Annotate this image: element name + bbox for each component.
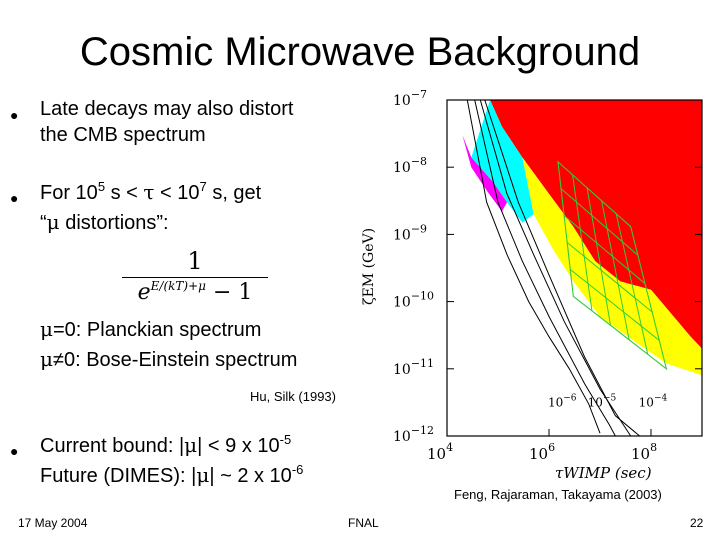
lifetime-curves [466, 99, 641, 437]
y-tick-label: 10−11 [393, 357, 434, 378]
curve-label: 10−5 [588, 393, 617, 409]
curve-annotations: 10−6 10−5 10−4 [548, 393, 668, 409]
region-0 [490, 100, 702, 349]
slide-title: Cosmic Microwave Background [79, 30, 641, 74]
curve-label: 10−4 [639, 393, 668, 409]
grid-line-horizontal [560, 188, 639, 256]
grid-line-vertical [572, 174, 593, 311]
grid-line-horizontal [569, 269, 660, 341]
mu-nonzero-line: μ≠0: Bose-Einstein spectrum [40, 347, 298, 371]
y-axis-ticks: 10−7 10−8 10−9 10−10 10−11 10−12 [393, 90, 702, 445]
x-tick-label: 104 [427, 441, 453, 463]
y-axis-label: ζEM (GeV) [361, 228, 377, 305]
footer-date: 17 May 2004 [18, 516, 88, 530]
bullet-current-bound: ● Current bound: |μ| < 9 x 10-5 Future (… [10, 432, 370, 492]
curve-label: 10−6 [548, 393, 577, 409]
y-tick-label: 10−8 [393, 155, 427, 176]
grid-line-vertical [601, 200, 630, 340]
fraction-bar [122, 277, 268, 278]
footer-page: 22 [690, 516, 704, 530]
x-tick-label: 106 [529, 441, 555, 463]
bullet-line: Future (DIMES): |μ| ~ 2 x 10-6 [40, 462, 304, 487]
curve-1 [474, 99, 616, 437]
footer-venue: FNAL [348, 516, 379, 530]
x-axis-ticks: 104 106 108 [427, 429, 657, 463]
citation-feng: Feng, Rajaraman, Takayama (2003) [454, 487, 662, 502]
bullet-line: For 105 s < τ < 107 s, get [40, 179, 262, 204]
region-2 [471, 100, 534, 223]
grid-line-vertical [586, 187, 612, 326]
grid-line-horizontal [566, 242, 653, 313]
green-grid [557, 160, 668, 371]
mu-cases: μ=0: Planckian spectrum μ≠0: Bose-Einste… [40, 316, 360, 372]
curve-3 [484, 99, 641, 437]
y-tick-label: 10−9 [393, 222, 427, 243]
y-tick-label: 10−12 [393, 424, 434, 445]
cmb-constraint-plot: 10−7 10−8 10−9 10−10 10−11 10−12 104 106 108 10… [361, 90, 703, 482]
y-tick-label: 10−7 [393, 90, 427, 109]
x-tick-label: 108 [631, 441, 657, 463]
citation-hu-silk: Hu, Silk (1993) [250, 389, 336, 404]
bullet-line: Late decays may also distort [40, 98, 294, 120]
bullet-line: Current bound: |μ| < 9 x 10-5 [40, 432, 292, 457]
plot-frame [446, 99, 703, 437]
region-1 [522, 157, 702, 376]
bose-einstein-formula: 1 eE/(kT)+μ − 1 [120, 248, 270, 308]
formula-denominator: eE/(kT)+μ − 1 [137, 279, 253, 305]
bullet-late-decays: ● Late decays may also distort the CMB s… [10, 96, 350, 152]
bullet-dot-icon: ● [10, 190, 19, 206]
bullet-line: the CMB spectrum [40, 124, 206, 146]
grid-line-vertical [615, 213, 649, 355]
bullet-dot-icon: ● [10, 443, 19, 459]
bullet-dot-icon: ● [10, 107, 19, 123]
x-axis-label: τWIMP (sec) [555, 464, 652, 482]
mu-zero-line: μ=0: Planckian spectrum [40, 317, 262, 341]
formula-numerator: 1 [187, 247, 203, 275]
grid-line-horizontal [563, 215, 646, 284]
bullet-mu-distortions: ● For 105 s < τ < 107 s, get “μ distorti… [10, 179, 350, 239]
y-tick-label: 10−10 [393, 290, 434, 311]
grid-outline [557, 160, 668, 371]
curve-0 [466, 99, 601, 434]
bullet-line: “μ distortions”: [40, 210, 169, 234]
